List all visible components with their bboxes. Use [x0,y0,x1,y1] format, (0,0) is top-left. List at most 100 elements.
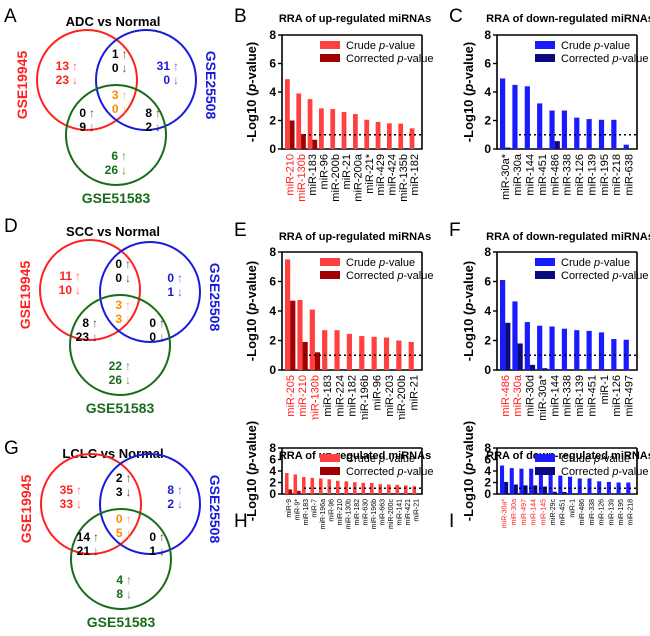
y-tick-label: 0 [484,142,491,156]
y-axis-label: -Log10 (p-value) [461,421,476,521]
arrow-down-icon: ↓ [155,120,161,134]
x-tick-label: miR-21 [408,375,420,410]
venn-region-1-2: 2↑3↓ [116,471,132,499]
bar-crude [310,310,315,370]
x-tick-label: miR-9* [294,499,301,521]
legend-label-corrected: Corrected p-value [346,466,433,478]
x-tick-label: miR-196b [359,375,371,420]
arrow-up-icon: ↑ [126,512,132,526]
x-tick-label: miR-30a [511,499,518,526]
y-axis-label: -Log10 (p-value) [244,421,259,521]
x-tick-label: miR-144 [531,499,538,526]
x-tick-label: miR-451 [537,154,549,196]
x-tick-label: miR-451 [560,499,567,526]
count-down: 0 [115,271,122,285]
count-down: 5 [116,526,123,540]
legend-label-crude: Crude p-value [346,257,415,269]
bar-crude [353,114,358,149]
legend-swatch-corrected [320,271,340,279]
arrow-down-icon: ↓ [177,497,183,511]
panel-letter: G [4,438,19,459]
x-tick-label: miR-30d [525,375,537,417]
arrow-down-icon: ↓ [125,312,131,326]
count-up: 1 [112,47,119,61]
y-tick-label: 8 [269,245,276,259]
count-down: 23 [76,330,90,344]
y-axis-label: -Log10 (p-value) [244,42,259,142]
venn-region-only-1: 11↑10↓ [59,269,81,297]
y-tick-label: 8 [484,441,491,455]
legend-swatch-crude [320,258,340,266]
bar-crude [396,485,400,494]
venn-region-all: 3↑3↓ [115,298,131,326]
x-tick-label: miR-141 [396,499,403,526]
count-down: 3 [115,312,122,326]
chart-title: RRA of up-regulated miRNAs [279,13,431,25]
arrow-up-icon: ↑ [159,316,165,330]
arrow-down-icon: ↓ [173,73,179,87]
bar-crude [322,330,327,370]
count-up: 0 [79,106,86,120]
y-tick-label: 6 [484,57,491,71]
count-up: 8 [167,483,174,497]
bar-crude [376,122,381,149]
bar-crude [525,322,530,370]
arrow-up-icon: ↑ [159,530,165,544]
bar-crude [387,123,392,149]
bar-crude [334,330,339,370]
legend-label-crude: Crude p-value [346,453,415,465]
x-tick-label: miR-338 [589,499,596,526]
y-tick-label: 8 [269,28,276,42]
bar-crude [319,108,324,149]
bar-crude [500,78,505,149]
chart-title: RRA of down-regulated miRNAs [486,13,650,25]
set-label-gse25508: GSE25508 [207,475,220,544]
x-tick-label: miR-126 [574,154,586,196]
bar-corrected [514,485,518,494]
bar-corrected [289,489,293,494]
count-down: 0 [149,330,156,344]
x-tick-label: miR-135b [398,154,410,202]
count-up: 8 [82,316,89,330]
y-tick-label: 2 [269,114,276,128]
count-up: 0 [115,257,122,271]
venn-region-all: 0↑5↓ [116,512,132,540]
set-label-gse19945: GSE19945 [14,51,30,120]
bar-corrected [542,368,547,370]
arrow-down-icon: ↓ [126,526,132,540]
count-up: 14 [77,530,91,544]
x-tick-label: miR-30a* [537,374,549,420]
count-up: 0 [116,512,123,526]
legend-swatch-crude [320,41,340,49]
bar-crude [285,473,289,494]
arrow-down-icon: ↓ [122,102,128,116]
bar-crude [562,329,567,370]
bar-crude [537,103,542,149]
y-tick-label: 4 [484,85,491,99]
legend-swatch-crude [535,258,555,266]
y-tick-label: 4 [269,304,276,318]
panel-letter: B [234,6,247,27]
count-down: 2 [145,120,152,134]
arrow-up-icon: ↑ [75,269,81,283]
bar-crude [410,128,415,149]
x-tick-label: miR-183 [307,154,319,196]
venn-region-only-3: 4↑8↓ [116,573,132,601]
bar-chart: B RRA of up-regulated miRNAs -Log10 (p-val… [220,0,435,210]
x-tick-label: miR-195 [618,499,625,526]
arrow-up-icon: ↑ [92,316,98,330]
bar-corrected [303,342,308,370]
bar-crude [308,99,313,149]
x-tick-label: miR-96 [371,375,383,410]
arrow-up-icon: ↑ [76,483,82,497]
bar-corrected [505,323,510,370]
x-tick-label: miR-196b [371,499,378,529]
bar-crude [404,485,408,494]
x-tick-label: miR-497 [521,499,528,526]
